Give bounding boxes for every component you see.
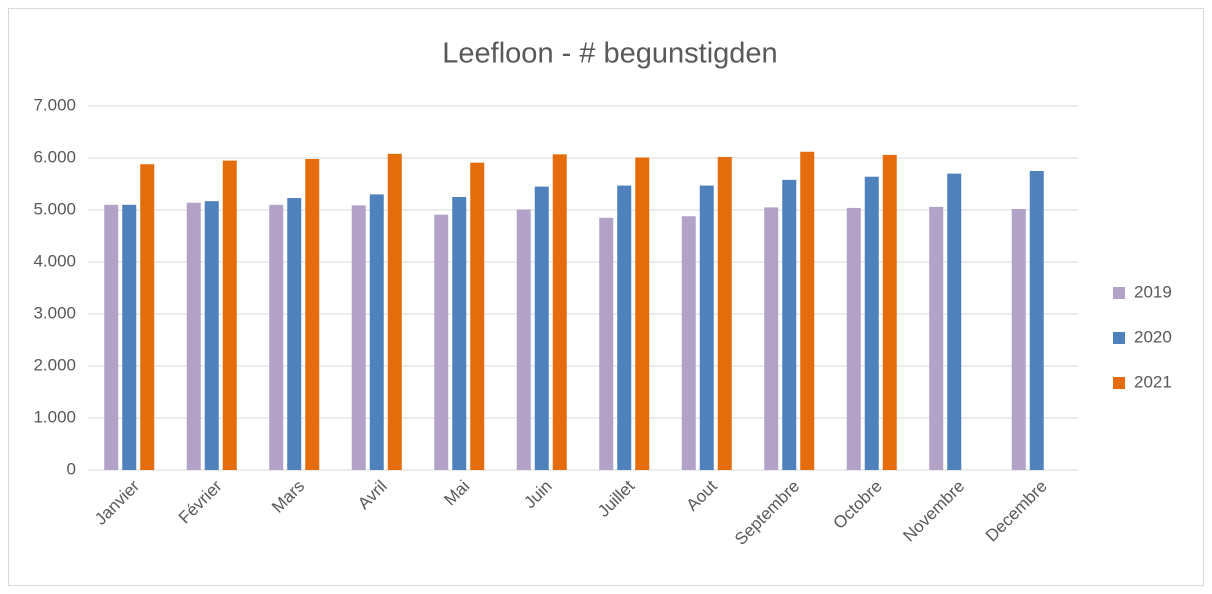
bar — [452, 197, 467, 470]
bar — [635, 157, 650, 471]
y-tick-label: 2.000 — [33, 355, 76, 374]
bar — [681, 216, 696, 470]
bar — [1029, 171, 1044, 470]
bar — [186, 202, 201, 470]
bar — [104, 204, 119, 471]
bar — [534, 186, 549, 470]
bar — [552, 154, 567, 471]
y-tick-label: 5.000 — [33, 199, 76, 218]
bar — [929, 206, 944, 470]
bar — [617, 185, 632, 470]
bar — [140, 164, 155, 471]
y-tick-label: 4.000 — [33, 251, 76, 270]
legend-label: 2019 — [1134, 282, 1172, 301]
y-tick-label: 6.000 — [33, 147, 76, 166]
bar — [764, 207, 779, 470]
bar — [287, 198, 302, 471]
legend-swatch — [1113, 377, 1125, 389]
y-tick-label: 1.000 — [33, 407, 76, 426]
bar — [864, 176, 879, 470]
bar — [269, 204, 284, 471]
bar — [204, 201, 219, 470]
y-tick-label: 7.000 — [33, 95, 76, 114]
legend-swatch — [1113, 287, 1125, 299]
bar — [305, 159, 320, 471]
y-tick-label: 0 — [67, 459, 76, 478]
y-tick-label: 3.000 — [33, 303, 76, 322]
bar — [516, 209, 531, 471]
bar — [369, 194, 384, 470]
bar — [699, 185, 714, 470]
bar — [782, 179, 797, 470]
bar — [470, 162, 485, 470]
bar — [882, 154, 897, 470]
chart-title: Leefloon - # begunstigden — [442, 38, 777, 70]
bar — [222, 160, 237, 470]
bar — [800, 151, 815, 470]
bar — [387, 153, 402, 470]
bar — [846, 207, 861, 471]
bar — [122, 204, 137, 471]
bar — [717, 156, 732, 470]
bar — [1011, 208, 1026, 470]
bar — [947, 173, 962, 470]
bar — [434, 214, 449, 470]
legend-label: 2021 — [1134, 372, 1172, 391]
legend-swatch — [1113, 332, 1125, 344]
bar — [599, 217, 614, 470]
legend-label: 2020 — [1134, 327, 1172, 346]
bar — [351, 205, 366, 470]
